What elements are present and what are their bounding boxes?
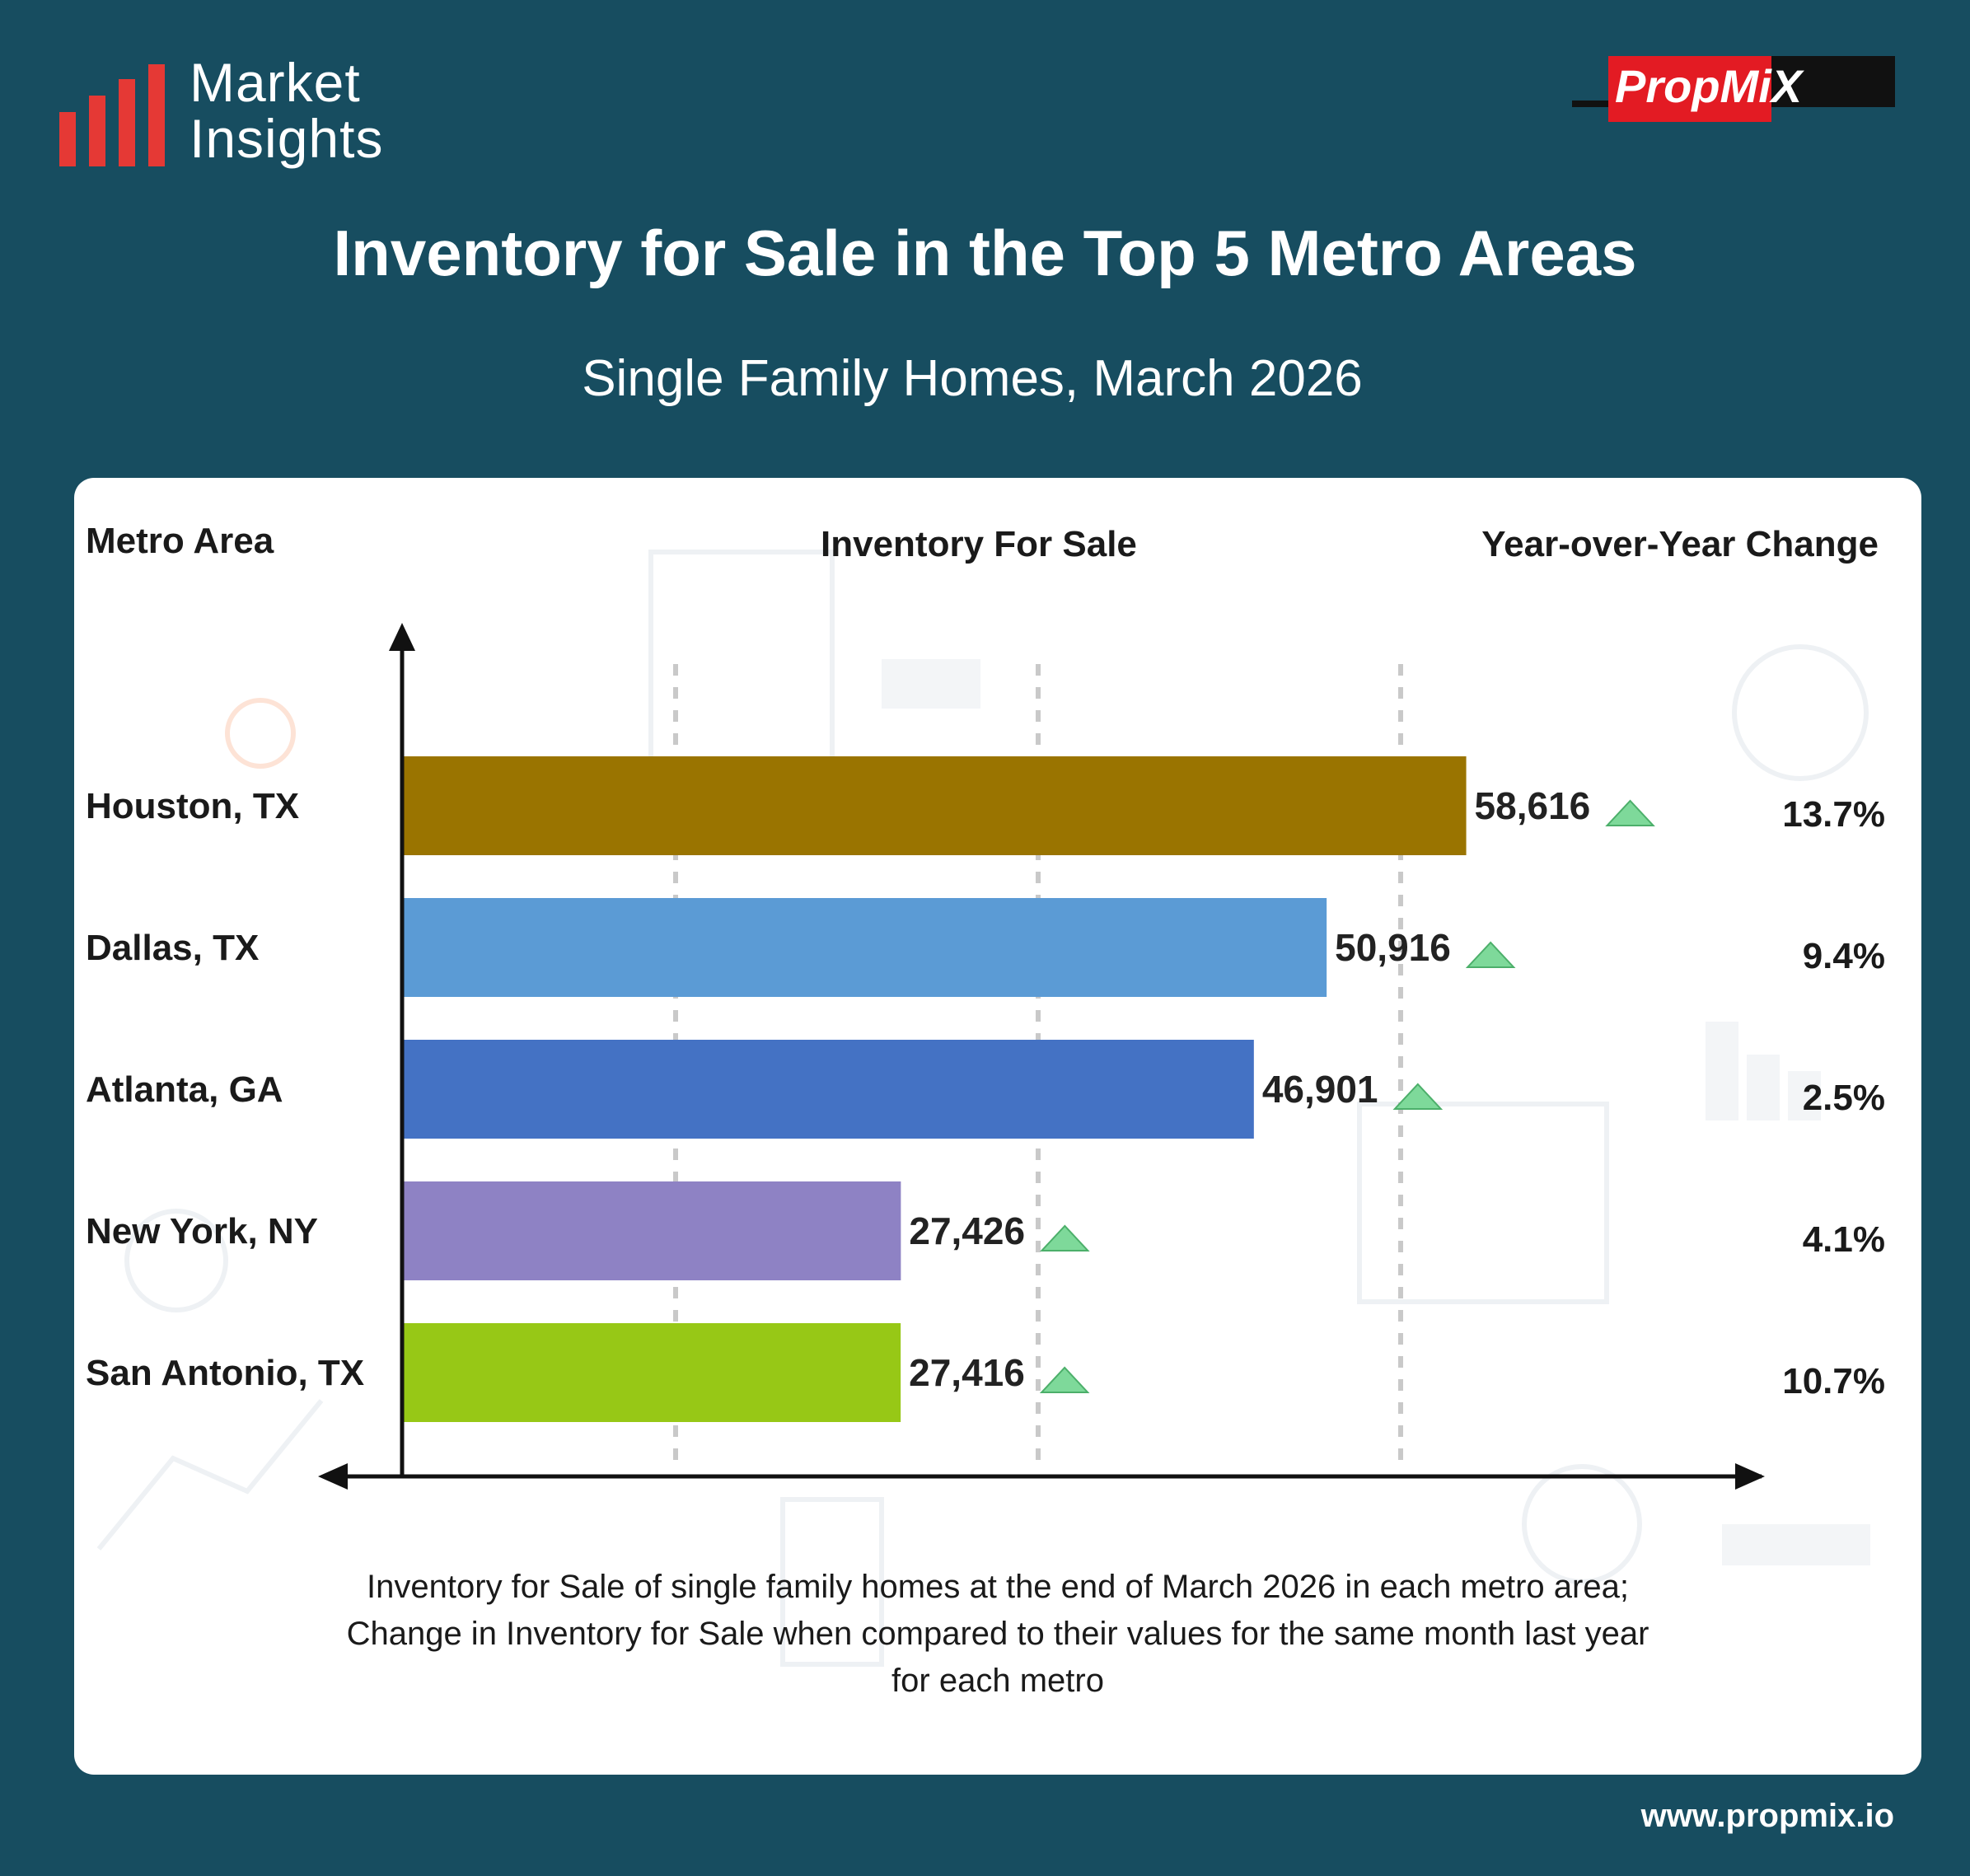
column-header-inventory: Inventory For Sale [821,524,1137,564]
axes [318,623,1765,1490]
footnote-line1: Inventory for Sale of single family home… [367,1569,1629,1605]
bar-3 [404,1181,901,1280]
bar-2 [404,1040,1254,1139]
yoy-value-new-york: 4.1% [1802,1219,1885,1260]
website-url[interactable]: www.propmix.io [1640,1798,1894,1834]
logo-text-line1: Market [190,52,361,113]
up-arrow-icon-4 [1039,1366,1090,1393]
propmix-logo: PropMiX [1572,56,1895,122]
chart-footnote: Inventory for Sale of single family home… [74,1564,1921,1705]
bar-chart-logo-icon [59,64,166,166]
propmix-logo-text: PropMiX [1615,60,1803,112]
bar-value-label-2: 46,901 [1262,1068,1378,1111]
yoy-value-san-antonio: 10.7% [1782,1361,1885,1401]
logo-text-line2: Insights [190,108,384,169]
metro-label-dallas: Dallas, TX [86,928,260,968]
chart-panel: Metro Area Inventory For Sale Year-over-… [74,478,1921,1775]
bar-0 [404,756,1467,855]
bar-value-label-4: 27,416 [909,1351,1025,1394]
bar-value-label-1: 50,916 [1335,926,1451,969]
up-arrow-icon-2 [1392,1083,1444,1110]
footnote-line2: Change in Inventory for Sale when compar… [346,1616,1649,1652]
background-decoration [96,550,1870,1667]
metro-label-new-york: New York, NY [86,1211,319,1251]
yoy-value-dallas: 9.4% [1802,936,1885,976]
bar-4 [404,1323,901,1422]
column-header-metro: Metro Area [86,521,274,561]
metro-label-san-antonio: San Antonio, TX [86,1353,365,1393]
metro-label-houston: Houston, TX [86,786,300,826]
column-header-yoy: Year-over-Year Change [1481,524,1879,564]
bar-chart: 58,616 50,916 46,901 27,426 27,416 [318,623,1765,1490]
logo-market-insights: Market Insights [59,54,383,166]
yoy-value-houston: 13.7% [1782,794,1885,835]
yoy-value-atlanta: 2.5% [1802,1078,1885,1118]
bar-value-label-3: 27,426 [909,1209,1025,1252]
y-axis-arrow-icon [389,623,415,651]
bar-value-label-0: 58,616 [1475,784,1591,827]
page-subtitle: Single Family Homes, March 2026 [582,350,1363,407]
footnote-line3: for each metro [891,1663,1104,1699]
metro-label-atlanta: Atlanta, GA [86,1069,283,1110]
bar-1 [404,898,1327,997]
up-arrow-icon-0 [1605,799,1655,826]
up-arrow-icon-1 [1465,941,1516,968]
x-axis-left-arrow-icon [318,1463,348,1490]
x-axis-right-arrow-icon [1735,1463,1765,1490]
up-arrow-icon-3 [1040,1224,1090,1251]
page-title: Inventory for Sale in the Top 5 Metro Ar… [333,217,1637,289]
